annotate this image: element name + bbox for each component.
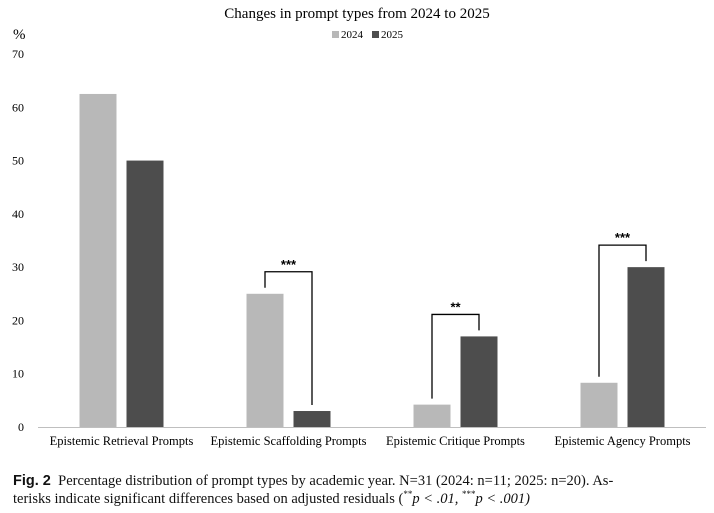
legend-swatch-2024	[332, 31, 339, 38]
x-tick-label: Epistemic Retrieval Prompts	[50, 434, 194, 448]
caption-p-2: p < .001)	[475, 491, 530, 507]
y-tick-label: 40	[12, 207, 24, 221]
bar-2024	[246, 293, 284, 427]
y-tick-label: 60	[12, 100, 24, 114]
caption-line-1: Fig. 2 Percentage distribution of prompt…	[13, 472, 703, 490]
bar-chart: Changes in prompt types from 2024 to 202…	[12, 6, 706, 448]
y-tick-label: 70	[12, 47, 24, 61]
significance-brackets: ********	[264, 230, 647, 406]
significance-marker: **	[450, 299, 461, 314]
legend-label: 2024	[341, 29, 364, 41]
significance-marker: ***	[281, 257, 297, 272]
caption-label: Fig. 2	[13, 473, 51, 489]
caption-sig-1: **	[403, 489, 413, 500]
y-tick-label: 20	[12, 313, 24, 327]
significance-bracket	[598, 244, 647, 377]
legend-label: 2025	[381, 29, 404, 41]
y-tick-label: 10	[12, 367, 24, 381]
bars	[79, 93, 665, 428]
significance-marker: ***	[615, 230, 631, 245]
figure-caption: Fig. 2 Percentage distribution of prompt…	[13, 472, 703, 508]
x-tick-label: Epistemic Scaffolding Prompts	[210, 434, 366, 448]
y-axis-label: %	[13, 27, 26, 43]
legend: 2024 2025	[332, 29, 404, 41]
bar-2025	[460, 336, 498, 427]
caption-text-1: Percentage distribution of prompt types …	[58, 473, 614, 489]
bar-2024	[413, 404, 451, 427]
y-tick-label: 30	[12, 260, 24, 274]
bar-2025	[627, 267, 665, 427]
y-tick-label: 0	[18, 420, 24, 434]
bar-2024	[79, 93, 117, 427]
caption-text-2: terisks indicate significant differences…	[13, 491, 404, 507]
significance-bracket	[264, 271, 313, 406]
x-axis-labels: Epistemic Retrieval Prompts Epistemic Sca…	[50, 434, 691, 448]
y-tick-label: 50	[12, 154, 24, 168]
legend-swatch-2025	[372, 31, 379, 38]
x-tick-label: Epistemic Agency Prompts	[554, 434, 690, 448]
significance-bracket	[431, 313, 480, 399]
chart-title: Changes in prompt types from 2024 to 202…	[224, 6, 489, 22]
caption-p-1: p < .01,	[412, 491, 462, 507]
caption-sig-2: ***	[461, 489, 476, 500]
bar-2025	[126, 160, 164, 428]
y-axis-ticks: 0 10 20 30 40 50 60 70	[12, 47, 24, 434]
x-tick-label: Epistemic Critique Prompts	[386, 434, 525, 448]
bar-2025	[293, 411, 331, 427]
caption-line-2: terisks indicate significant differences…	[13, 490, 703, 508]
bar-2024	[580, 382, 618, 427]
